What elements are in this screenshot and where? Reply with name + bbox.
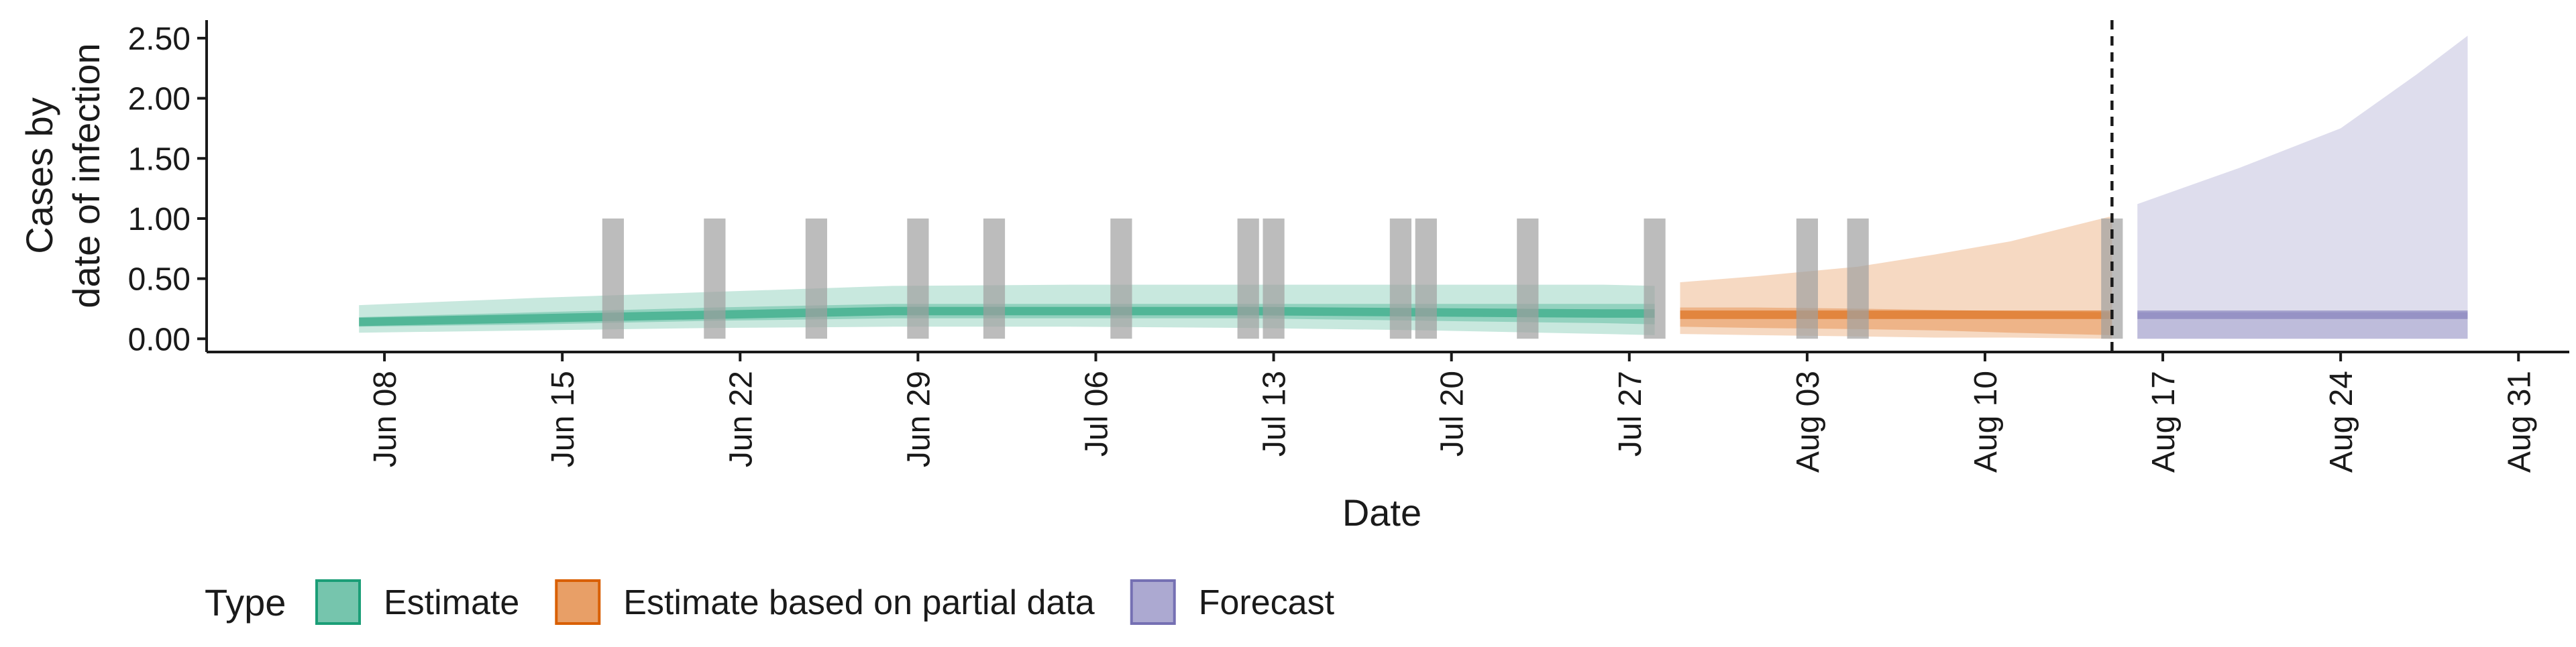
x-tick-label: Jul 27 <box>1613 371 1648 457</box>
median-estimate <box>359 306 1655 327</box>
bar-2020-06-29 <box>907 218 929 339</box>
x-tick-label: Aug 31 <box>2502 371 2537 473</box>
axes-layer: 0.00 0.50 1.00 1.50 2.00 2.50 Jun 08 Jun 15 Jun … <box>128 20 2569 473</box>
band90-estimate-based-on-partial-data <box>1680 216 2112 339</box>
x-tick-label: Aug 10 <box>1968 371 2004 473</box>
x-tick-label: Jun 22 <box>723 371 759 467</box>
legend-label-forecast: Forecast <box>1199 583 1335 622</box>
y-tick-label: 2.50 <box>128 21 191 57</box>
bar-layer <box>602 218 2123 339</box>
x-tick-label: Aug 03 <box>1790 371 1826 473</box>
legend-key-forecast <box>1130 579 1176 625</box>
bar-2020-07-12 <box>1237 218 1259 339</box>
bar-2020-06-17 <box>602 218 624 339</box>
y-tick-label: 1.50 <box>128 141 191 177</box>
bar-2020-06-25 <box>805 218 827 339</box>
bar-2020-07-13 <box>1263 218 1285 339</box>
x-tick-label: Aug 24 <box>2324 371 2359 473</box>
bar-2020-07-02 <box>983 218 1006 339</box>
label-layer: Date Cases by date of infection <box>18 43 1421 534</box>
x-tick-label: Jun 15 <box>545 371 581 467</box>
x-tick-label: Jul 13 <box>1257 371 1293 457</box>
y-tick-label: 0.50 <box>128 262 191 298</box>
bar-2020-08-05 <box>1847 218 1869 339</box>
x-tick-label: Jul 20 <box>1435 371 1470 457</box>
bar-2020-07-28 <box>1644 218 1666 339</box>
legend-key-estimate <box>315 579 361 625</box>
y-tick-label: 2.00 <box>128 82 191 117</box>
median-forecast <box>2137 310 2468 319</box>
x-tick-label: Jun 29 <box>901 371 936 467</box>
bar-2020-07-23 <box>1517 218 1539 339</box>
y-axis-label-line-2: date of infection <box>65 43 107 308</box>
y-tick-label: 0.00 <box>128 322 191 357</box>
x-axis-label: Date <box>1342 491 1421 534</box>
legend-key-estimate-based-on-partial-data <box>555 579 601 625</box>
bar-2020-08-03 <box>1796 218 1818 339</box>
legend-label-estimate-based-on-partial-data: Estimate based on partial data <box>623 583 1095 622</box>
y-tick-label: 1.00 <box>128 202 191 237</box>
bar-2020-07-18 <box>1389 218 1411 339</box>
x-tick-label: Jul 06 <box>1079 371 1115 457</box>
legend: Type Estimate Estimate based on partial d… <box>205 579 1335 625</box>
bar-2020-07-07 <box>1110 218 1132 339</box>
x-tick-label: Aug 17 <box>2146 371 2182 473</box>
band90-forecast <box>2137 36 2468 339</box>
x-tick-label: Jun 08 <box>368 371 403 467</box>
y-axis-label-line-1: Cases by <box>18 97 60 253</box>
legend-label-estimate: Estimate <box>384 583 519 622</box>
median-estimate-based-on-partial-data <box>1680 310 2112 319</box>
bar-2020-07-19 <box>1415 218 1437 339</box>
legend-title: Type <box>205 581 286 624</box>
bar-2020-06-21 <box>704 218 726 339</box>
band-layer <box>359 36 2468 339</box>
